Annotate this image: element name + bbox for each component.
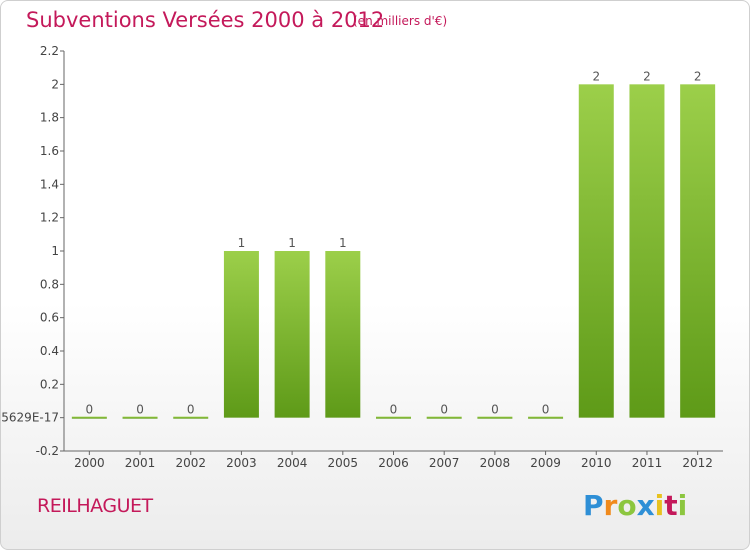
bar-2006: [376, 416, 411, 419]
y-tick-label: 1.8: [40, 111, 59, 125]
y-tick-label: -1.15629E-17: [1, 411, 59, 425]
data-label-2003: 1: [238, 236, 246, 250]
bar-2001: [122, 416, 158, 419]
logo-letter: o: [617, 489, 637, 522]
data-label-2002: 0: [187, 403, 195, 417]
y-tick-label: 0.2: [40, 377, 59, 391]
data-label-2011: 2: [643, 69, 651, 83]
x-tick-label: 2003: [226, 456, 257, 470]
logo-letter: r: [603, 489, 618, 522]
bar-2004: [274, 251, 310, 418]
x-tick-label: 2005: [328, 456, 359, 470]
y-tick-label: 2.2: [40, 44, 59, 58]
logo-letter: t: [664, 489, 678, 522]
data-label-2008: 0: [491, 403, 499, 417]
bar-2003: [223, 251, 259, 418]
data-label-2010: 2: [592, 69, 600, 83]
x-tick-label: 2006: [378, 456, 409, 470]
data-label-2007: 0: [440, 403, 448, 417]
y-tick-label: 1.4: [40, 177, 59, 191]
x-tick-label: 2001: [125, 456, 156, 470]
logo-letter: P: [583, 489, 604, 522]
x-tick-label: 2004: [277, 456, 308, 470]
x-tick-label: 2011: [632, 456, 663, 470]
chart-title: Subventions Versées 2000 à 2012: [26, 8, 385, 32]
bar-2007: [426, 416, 462, 419]
data-label-2004: 1: [288, 236, 296, 250]
logo-letter: i: [654, 489, 665, 522]
bar-2010: [578, 84, 614, 418]
proxiti-logo[interactable]: Proxiti: [583, 489, 687, 522]
y-tick-label: 1.2: [40, 211, 59, 225]
chart-subtitle: (en milliers d'€): [353, 14, 448, 28]
data-label-2012: 2: [694, 69, 702, 83]
data-label-2001: 0: [136, 403, 144, 417]
y-tick-label: 0.4: [40, 344, 59, 358]
x-tick-label: 2012: [682, 456, 713, 470]
bar-2002: [173, 416, 209, 419]
y-axis: -0.2 -1.15629E-17 0.2 0.4 0.6 0.8 1 1.2 1.4 1.6 1.…: [1, 44, 65, 458]
x-tick-label: 2008: [480, 456, 511, 470]
y-tick-label: -0.2: [36, 444, 59, 458]
bars: [71, 84, 716, 419]
logo-letter: i: [677, 489, 688, 522]
bar-2009: [528, 416, 564, 419]
x-tick-label: 2000: [74, 456, 105, 470]
bar-2008: [477, 416, 513, 419]
y-tick-label: 1: [51, 244, 59, 258]
data-labels: 0 0 0 1 1 1 0 0 0 0 2 2 2: [86, 69, 702, 416]
logo-letter: x: [636, 489, 655, 522]
bar-2012: [680, 84, 716, 418]
data-label-2005: 1: [339, 236, 347, 250]
bar-2011: [629, 84, 665, 418]
x-tick-label: 2010: [581, 456, 612, 470]
y-tick-label: 0.8: [40, 277, 59, 291]
y-tick-label: 1.6: [40, 144, 59, 158]
y-tick-label: 2: [51, 77, 59, 91]
data-label-2006: 0: [390, 403, 398, 417]
x-tick-label: 2007: [429, 456, 460, 470]
x-tick-label: 2009: [530, 456, 561, 470]
data-label-2000: 0: [86, 403, 94, 417]
y-tick-label: 0.6: [40, 311, 59, 325]
x-tick-label: 2002: [175, 456, 206, 470]
bar-2005: [325, 251, 361, 418]
commune-name: REILHAGUET: [37, 495, 153, 517]
data-label-2009: 0: [542, 403, 550, 417]
bar-2000: [71, 416, 107, 419]
x-axis: 2000 2001 2002 2003 2004 2005 2006 2007 2008 2009…: [64, 450, 723, 470]
